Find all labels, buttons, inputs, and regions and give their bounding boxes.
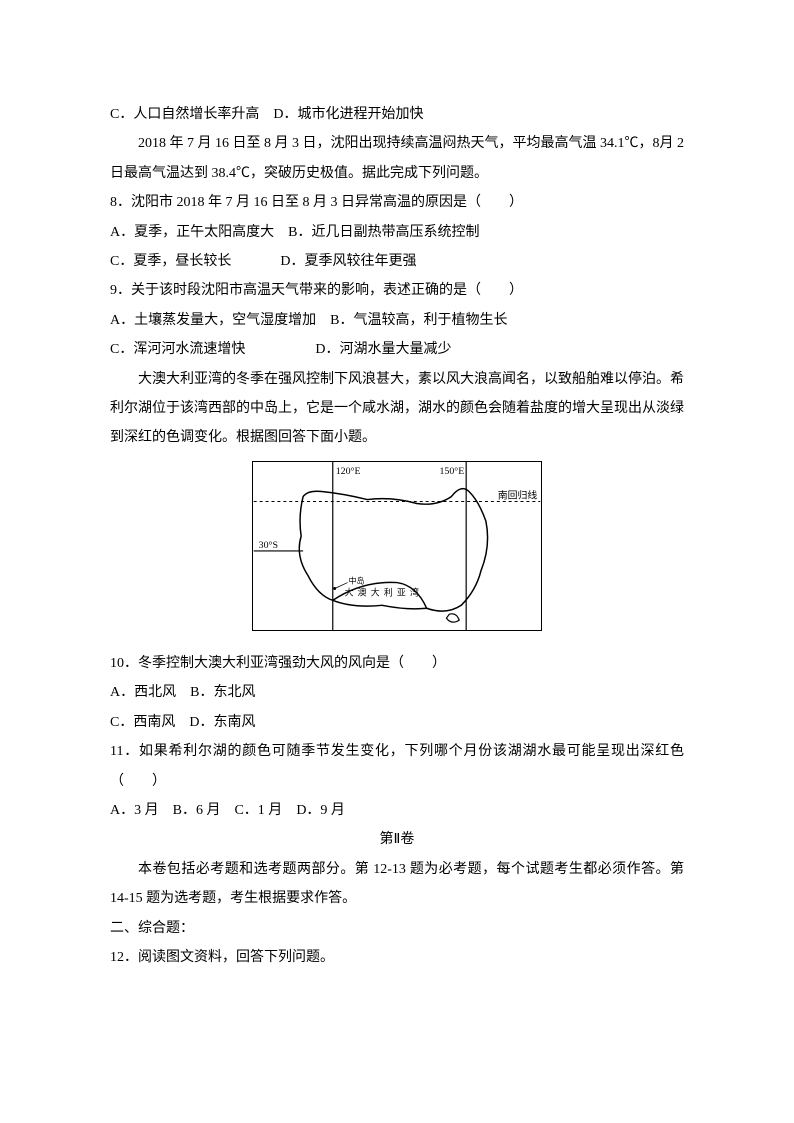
q8-optB: B．近几日副热带高压系统控制 <box>288 225 479 240</box>
q11-stem: 11．如果希利尔湖的颜色可随季节发生变化，下列哪个月份该湖湖水最可能呈现出深红色… <box>110 737 684 796</box>
passage2: 大澳大利亚湾的冬季在强风控制下风浪甚大，素以风大浪高闻名，以致船舶难以停泊。希利… <box>110 365 684 453</box>
q9-row2: C．浑河河水流速增快 D．河湖水量大量减少 <box>110 335 684 364</box>
q9-optA: A．土壤蒸发量大，空气湿度增加 <box>110 313 316 328</box>
q9-row1: A．土壤蒸发量大，空气湿度增加 B．气温较高，利于植物生长 <box>110 306 684 335</box>
q8-optC: C．夏季，昼长较长 <box>110 254 231 269</box>
q8-stem: 8．沈阳市 2018 年 7 月 16 日至 8 月 3 日异常高温的原因是（ … <box>110 188 684 217</box>
map-figure: 120°E 150°E 南回归线 30°S 中岛 大 澳 大 利 亚 湾 <box>252 461 542 631</box>
label-30s: 30°S <box>259 540 278 551</box>
q10-row2: C．西南风 D．东南风 <box>110 708 684 737</box>
q11-optA: A．3 月 <box>110 803 159 818</box>
section2-intro: 本卷包括必考题和选考题两部分。第 12-13 题为必考题，每个试题考生都必须作答… <box>110 855 684 914</box>
q7-optC: C．人口自然增长率升高 <box>110 107 259 122</box>
q7-options: C．人口自然增长率升高 D．城市化进程开始加快 <box>110 100 684 129</box>
label-tropic: 南回归线 <box>498 488 538 501</box>
q9-stem: 9．关于该时段沈阳市高温天气带来的影响，表述正确的是（ ） <box>110 276 684 305</box>
map-svg: 120°E 150°E 南回归线 30°S 中岛 大 澳 大 利 亚 湾 <box>253 462 541 630</box>
q8-row1: A．夏季，正午太阳高度大 B．近几日副热带高压系统控制 <box>110 218 684 247</box>
q8-optD: D．夏季风较往年更强 <box>280 254 416 269</box>
q9-optB: B．气温较高，利于植物生长 <box>330 313 507 328</box>
q10-optB: B．东北风 <box>190 685 255 700</box>
q11-options: A．3 月 B．6 月 C．1 月 D．9 月 <box>110 796 684 825</box>
q11-optC: C．1 月 <box>234 803 282 818</box>
q8-optA: A．夏季，正午太阳高度大 <box>110 225 274 240</box>
q10-optA: A．西北风 <box>110 685 176 700</box>
q11-optB: B．6 月 <box>173 803 221 818</box>
q9-optD: D．河湖水量大量减少 <box>315 342 451 357</box>
label-120e: 120°E <box>336 466 361 477</box>
q10-row1: A．西北风 B．东北风 <box>110 678 684 707</box>
q7-optD: D．城市化进程开始加快 <box>273 107 423 122</box>
passage1: 2018 年 7 月 16 日至 8 月 3 日，沈阳出现持续高温闷热天气，平均… <box>110 129 684 188</box>
q10-optD: D．东南风 <box>189 715 255 730</box>
q12-stem: 12．阅读图文资料，回答下列问题。 <box>110 943 684 972</box>
q11-optD: D．9 月 <box>296 803 345 818</box>
label-bay: 大 澳 大 利 亚 湾 <box>345 586 420 597</box>
q8-row2: C．夏季，昼长较长 D．夏季风较往年更强 <box>110 247 684 276</box>
section2-subtitle: 二、综合题： <box>110 914 684 943</box>
q9-optC: C．浑河河水流速增快 <box>110 342 245 357</box>
label-150e: 150°E <box>439 466 464 477</box>
figure-container: 120°E 150°E 南回归线 30°S 中岛 大 澳 大 利 亚 湾 <box>110 461 684 641</box>
section2-title: 第Ⅱ卷 <box>110 825 684 854</box>
q10-stem: 10．冬季控制大澳大利亚湾强劲大风的风向是（ ） <box>110 649 684 678</box>
label-island: 中岛 <box>349 575 365 585</box>
q10-optC: C．西南风 <box>110 715 175 730</box>
